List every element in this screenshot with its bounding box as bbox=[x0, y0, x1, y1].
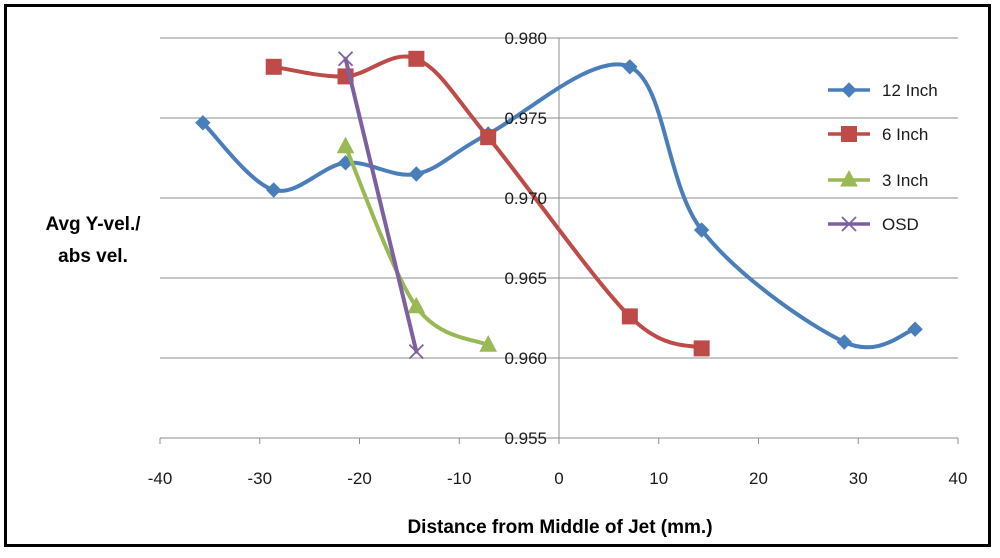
y-axis-title-line-1: Avg Y-vel./ bbox=[45, 214, 141, 235]
series-6-inch bbox=[265, 50, 710, 357]
x-tick-label: -30 bbox=[247, 469, 272, 488]
y-axis-title-line-2: abs vel. bbox=[58, 246, 128, 267]
data-point-diamond bbox=[622, 59, 638, 75]
data-point-square bbox=[265, 58, 282, 75]
series-line bbox=[343, 144, 491, 348]
series-line bbox=[200, 62, 918, 350]
x-axis-title: Distance from Middle of Jet (mm.) bbox=[407, 517, 712, 538]
y-tick-label: 0.960 bbox=[504, 349, 547, 368]
data-point-square bbox=[408, 50, 425, 67]
series-layer bbox=[195, 50, 923, 360]
legend-entry-osd: OSD bbox=[828, 215, 919, 234]
data-point-diamond bbox=[408, 166, 425, 182]
data-point-triangle bbox=[840, 169, 858, 187]
x-tick-label: 0 bbox=[554, 469, 563, 488]
data-point-triangle bbox=[407, 296, 426, 314]
legend: 12 Inch 6 Inch 3 Inch OSD bbox=[828, 81, 938, 234]
data-point-square bbox=[621, 308, 638, 325]
legend-label: 12 Inch bbox=[882, 81, 938, 100]
data-point-diamond bbox=[841, 82, 857, 98]
legend-swatch-marker bbox=[840, 169, 858, 187]
legend-label: OSD bbox=[882, 215, 919, 234]
series-line bbox=[343, 56, 419, 354]
series-osd bbox=[337, 51, 424, 360]
x-tick-label: -40 bbox=[148, 469, 173, 488]
legend-swatch-marker bbox=[841, 216, 857, 232]
legend-swatch-marker bbox=[841, 82, 857, 98]
data-point-square bbox=[841, 126, 857, 142]
data-point-x bbox=[408, 343, 424, 360]
y-tick-label: 0.980 bbox=[504, 29, 547, 48]
legend-label: 6 Inch bbox=[882, 125, 928, 144]
tick-labels: -40 -30 -20 -10 0 10 20 30 40 0.955 0.960 0.965 0.97… bbox=[148, 29, 968, 488]
y-tick-label: 0.955 bbox=[504, 429, 547, 448]
chart-frame bbox=[4, 4, 991, 547]
y-tick-label: 0.975 bbox=[504, 109, 547, 128]
data-point-triangle bbox=[336, 136, 355, 154]
y-tick-label: 0.970 bbox=[504, 189, 547, 208]
series-12-inch bbox=[195, 59, 923, 350]
data-point-diamond bbox=[693, 222, 710, 238]
data-point-x bbox=[841, 216, 857, 232]
x-tick-label: 20 bbox=[749, 469, 768, 488]
x-tick-label: 30 bbox=[849, 469, 868, 488]
data-point-diamond bbox=[266, 182, 282, 198]
x-tick-label: 40 bbox=[949, 469, 968, 488]
legend-entry-12-inch: 12 Inch bbox=[828, 81, 938, 100]
x-tick-label: -10 bbox=[447, 469, 472, 488]
legend-label: 3 Inch bbox=[882, 171, 928, 190]
data-point-diamond bbox=[836, 334, 852, 350]
data-point-diamond bbox=[907, 321, 923, 337]
legend-swatch-marker bbox=[841, 126, 857, 142]
data-point-diamond bbox=[195, 115, 211, 131]
data-point-square bbox=[480, 129, 497, 146]
data-point-triangle bbox=[479, 335, 498, 352]
legend-entry-3-inch: 3 Inch bbox=[828, 169, 928, 190]
x-tick-label: 10 bbox=[649, 469, 668, 488]
x-tick-label: -20 bbox=[347, 469, 372, 488]
series-3-inch bbox=[336, 136, 498, 352]
legend-entry-6-inch: 6 Inch bbox=[828, 125, 928, 144]
y-tick-label: 0.965 bbox=[504, 269, 547, 288]
data-point-x bbox=[337, 51, 354, 67]
axes bbox=[159, 37, 959, 444]
data-point-square bbox=[693, 340, 710, 357]
series-line bbox=[271, 54, 704, 351]
